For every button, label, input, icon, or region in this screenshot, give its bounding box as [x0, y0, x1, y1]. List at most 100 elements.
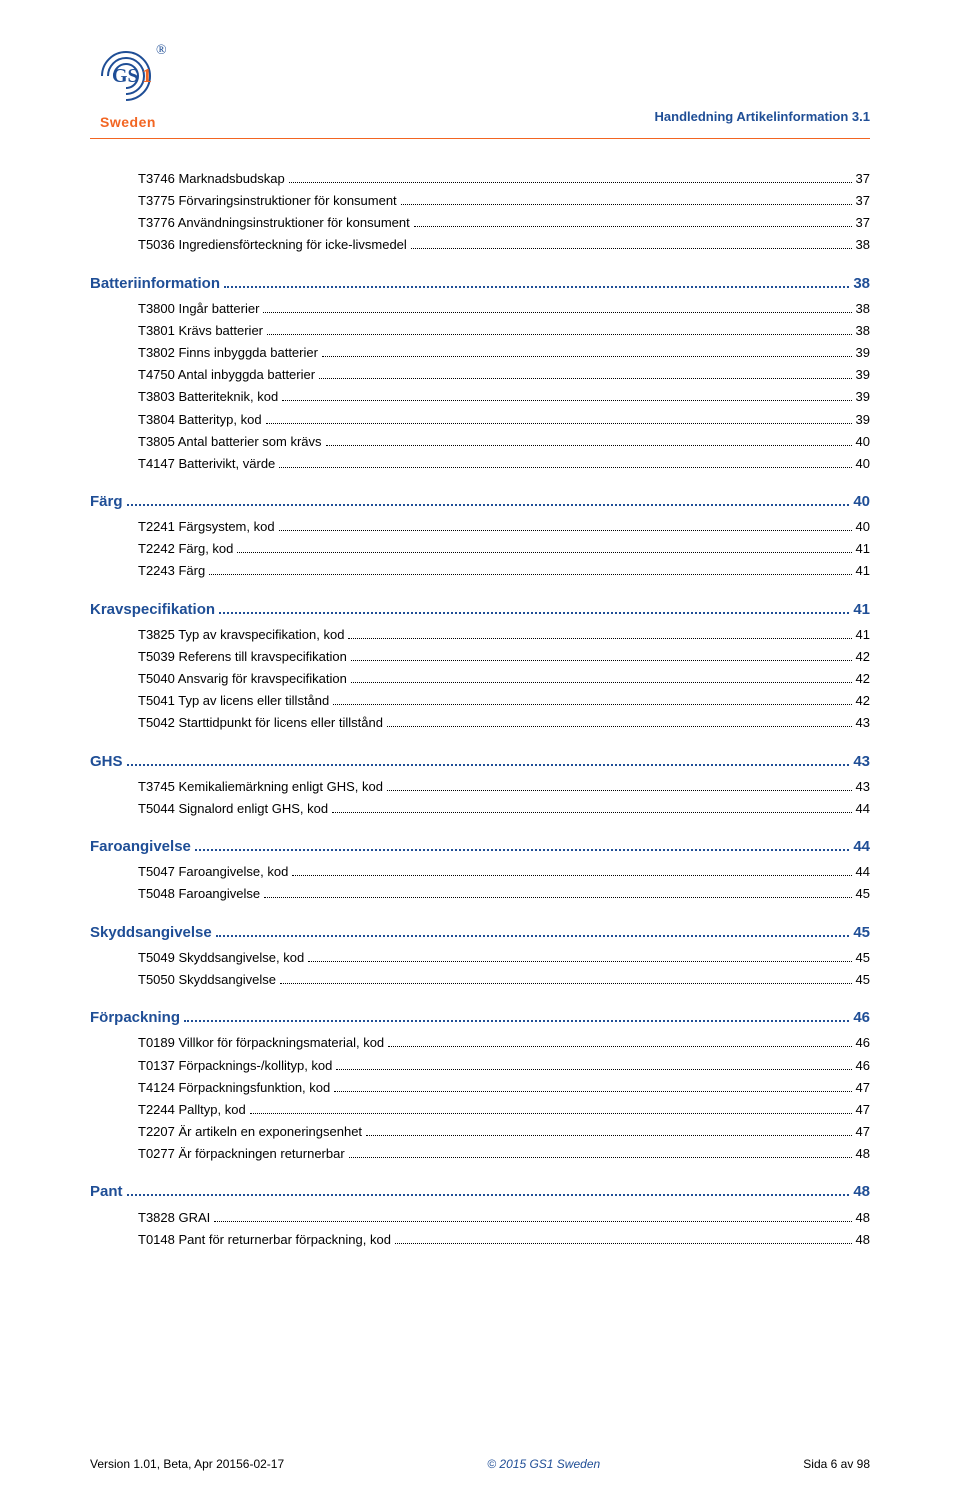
toc-entry[interactable]: T3776 Användningsinstruktioner för konsu… [90, 213, 870, 233]
toc-entry[interactable]: T3800 Ingår batterier38 [90, 299, 870, 319]
toc-leader-dots [334, 1091, 851, 1092]
toc-entry-label: T5048 Faroangivelse [138, 884, 260, 904]
toc-entry-page: 37 [856, 191, 870, 211]
toc-leader-dots [319, 378, 851, 379]
footer-version: Version 1.01, Beta, Apr 20156-02-17 [90, 1457, 284, 1471]
toc-entry[interactable]: T5044 Signalord enligt GHS, kod44 [90, 799, 870, 819]
toc-entry-label: T3803 Batteriteknik, kod [138, 387, 278, 407]
toc-entry-page: 41 [853, 598, 870, 621]
toc-entry[interactable]: T3801 Krävs batterier38 [90, 321, 870, 341]
toc-entry[interactable]: T5047 Faroangivelse, kod44 [90, 862, 870, 882]
toc-entry-label: T5047 Faroangivelse, kod [138, 862, 288, 882]
toc-entry[interactable]: T4750 Antal inbyggda batterier39 [90, 365, 870, 385]
toc-entry[interactable]: T3802 Finns inbyggda batterier 39 [90, 343, 870, 363]
toc-entry[interactable]: T5050 Skyddsangivelse45 [90, 970, 870, 990]
toc-entry-page: 42 [856, 669, 870, 689]
toc-entry[interactable]: T0137 Förpacknings-/kollityp, kod46 [90, 1056, 870, 1076]
toc-leader-dots [127, 764, 850, 766]
document-page: GS 1 ® Sweden Handledning Artikelinforma… [0, 0, 960, 1511]
toc-entry-label: T5050 Skyddsangivelse [138, 970, 276, 990]
document-title: Handledning Artikelinformation 3.1 [655, 109, 870, 130]
toc-entry-label: GHS [90, 750, 123, 773]
toc-entry-label: T2244 Palltyp, kod [138, 1100, 246, 1120]
toc-entry-label: T3800 Ingår batterier [138, 299, 259, 319]
toc-section-heading[interactable]: Färg40 [90, 490, 870, 513]
toc-entry[interactable]: T3805 Antal batterier som krävs40 [90, 432, 870, 452]
toc-leader-dots [250, 1113, 852, 1114]
toc-section-heading[interactable]: Pant48 [90, 1180, 870, 1203]
toc-entry[interactable]: T4124 Förpackningsfunktion, kod47 [90, 1078, 870, 1098]
toc-leader-dots [127, 504, 850, 506]
toc-entry-page: 48 [856, 1144, 870, 1164]
toc-leader-dots [336, 1069, 851, 1070]
toc-section-heading[interactable]: Skyddsangivelse45 [90, 921, 870, 944]
toc-entry[interactable]: T4147 Batterivikt, värde40 [90, 454, 870, 474]
toc-entry[interactable]: T3775 Förvaringsinstruktioner för konsum… [90, 191, 870, 211]
toc-entry-label: T0189 Villkor för förpackningsmaterial, … [138, 1033, 384, 1053]
toc-leader-dots [388, 1046, 851, 1047]
toc-section-heading[interactable]: Faroangivelse44 [90, 835, 870, 858]
toc-entry-label: T3802 Finns inbyggda batterier [138, 343, 318, 363]
toc-leader-dots [366, 1135, 851, 1136]
toc-entry[interactable]: T3828 GRAI 48 [90, 1208, 870, 1228]
toc-entry[interactable]: T5036 Ingrediensförteckning för icke-liv… [90, 235, 870, 255]
toc-entry-page: 41 [856, 625, 870, 645]
toc-entry-page: 37 [856, 213, 870, 233]
toc-entry-label: T5042 Starttidpunkt för licens eller til… [138, 713, 383, 733]
toc-entry[interactable]: T5039 Referens till kravspecifikation42 [90, 647, 870, 667]
toc-entry[interactable]: T0189 Villkor för förpackningsmaterial, … [90, 1033, 870, 1053]
table-of-contents: T3746 Marknadsbudskap37T3775 Förvaringsi… [90, 169, 870, 1250]
toc-section-heading[interactable]: Kravspecifikation41 [90, 598, 870, 621]
toc-entry-page: 46 [856, 1056, 870, 1076]
toc-section-heading[interactable]: Förpackning46 [90, 1006, 870, 1029]
toc-entry[interactable]: T5041 Typ av licens eller tillstånd42 [90, 691, 870, 711]
toc-leader-dots [351, 682, 852, 683]
toc-entry-page: 38 [853, 272, 870, 295]
toc-leader-dots [282, 400, 851, 401]
toc-entry[interactable]: T5040 Ansvarig för kravspecifikation42 [90, 669, 870, 689]
toc-section-heading[interactable]: Batteriinformation38 [90, 272, 870, 295]
toc-entry-page: 48 [856, 1230, 870, 1250]
toc-entry[interactable]: T5049 Skyddsangivelse, kod45 [90, 948, 870, 968]
toc-entry[interactable]: T2242 Färg, kod41 [90, 539, 870, 559]
toc-entry-page: 48 [856, 1208, 870, 1228]
toc-leader-dots [395, 1243, 852, 1244]
toc-leader-dots [322, 356, 852, 357]
toc-entry[interactable]: T3804 Batterityp, kod39 [90, 410, 870, 430]
toc-entry-label: T4147 Batterivikt, värde [138, 454, 275, 474]
toc-entry-label: T4124 Förpackningsfunktion, kod [138, 1078, 330, 1098]
toc-entry-label: T0148 Pant för returnerbar förpackning, … [138, 1230, 391, 1250]
toc-entry-page: 39 [856, 410, 870, 430]
toc-entry-page: 39 [856, 387, 870, 407]
toc-entry-label: T3828 GRAI [138, 1208, 210, 1228]
toc-entry[interactable]: T2243 Färg41 [90, 561, 870, 581]
footer-copyright: © 2015 GS1 Sweden [487, 1457, 600, 1471]
toc-entry[interactable]: T3745 Kemikaliemärkning enligt GHS, kod 4… [90, 777, 870, 797]
toc-entry[interactable]: T5048 Faroangivelse45 [90, 884, 870, 904]
toc-leader-dots [414, 226, 852, 227]
toc-entry-label: T3745 Kemikaliemärkning enligt GHS, kod [138, 777, 383, 797]
toc-entry[interactable]: T5042 Starttidpunkt för licens eller til… [90, 713, 870, 733]
toc-leader-dots [264, 897, 851, 898]
toc-entry[interactable]: T0148 Pant för returnerbar förpackning, … [90, 1230, 870, 1250]
toc-leader-dots [351, 660, 852, 661]
toc-entry-page: 48 [853, 1180, 870, 1203]
toc-section-heading[interactable]: GHS43 [90, 750, 870, 773]
toc-entry-page: 39 [856, 343, 870, 363]
gs1-logo-icon: GS 1 ® [90, 40, 162, 112]
toc-entry[interactable]: T0277 Är förpackningen returnerbar48 [90, 1144, 870, 1164]
toc-leader-dots [348, 638, 851, 639]
toc-entry[interactable]: T3803 Batteriteknik, kod 39 [90, 387, 870, 407]
toc-entry-page: 41 [856, 539, 870, 559]
toc-entry-page: 38 [856, 321, 870, 341]
toc-entry[interactable]: T3746 Marknadsbudskap37 [90, 169, 870, 189]
toc-entry-page: 46 [853, 1006, 870, 1029]
toc-entry-label: Faroangivelse [90, 835, 191, 858]
toc-entry-label: T3776 Användningsinstruktioner för konsu… [138, 213, 410, 233]
toc-entry[interactable]: T3825 Typ av kravspecifikation, kod41 [90, 625, 870, 645]
toc-entry[interactable]: T2241 Färgsystem, kod40 [90, 517, 870, 537]
toc-entry[interactable]: T2207 Är artikeln en exponeringsenhet47 [90, 1122, 870, 1142]
toc-entry[interactable]: T2244 Palltyp, kod47 [90, 1100, 870, 1120]
toc-entry-label: T5041 Typ av licens eller tillstånd [138, 691, 329, 711]
toc-entry-page: 43 [856, 777, 870, 797]
